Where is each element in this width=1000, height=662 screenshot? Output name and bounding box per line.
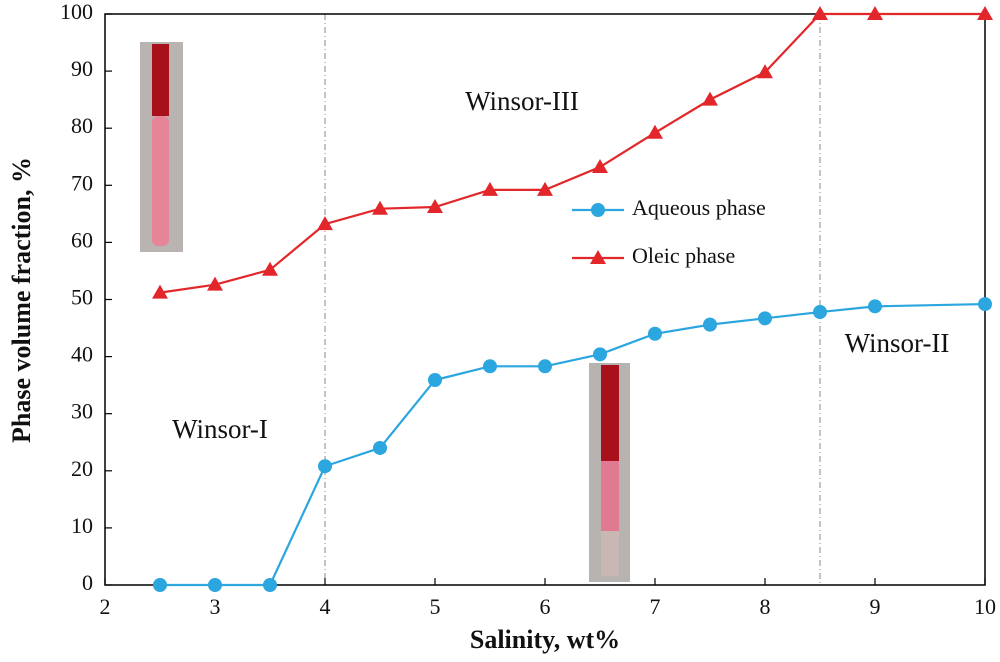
data-point bbox=[537, 181, 553, 196]
y-tick-label: 60 bbox=[71, 227, 93, 252]
legend-marker bbox=[590, 250, 606, 264]
x-axis-title: Salinity, wt% bbox=[470, 625, 620, 654]
data-point bbox=[262, 261, 278, 276]
data-point bbox=[427, 198, 443, 213]
data-point bbox=[813, 305, 827, 320]
y-tick-label: 30 bbox=[71, 399, 93, 424]
data-point bbox=[647, 124, 663, 139]
data-point bbox=[812, 6, 828, 20]
y-tick-label: 100 bbox=[60, 0, 93, 24]
tube-photo bbox=[589, 363, 630, 582]
legend-label: Aqueous phase bbox=[632, 195, 766, 220]
y-tick-label: 50 bbox=[71, 285, 93, 310]
data-point bbox=[318, 459, 332, 474]
data-point bbox=[317, 216, 333, 231]
x-tick-label: 2 bbox=[100, 594, 111, 619]
data-point bbox=[263, 578, 277, 592]
x-tick-label: 3 bbox=[210, 594, 221, 619]
data-point bbox=[702, 91, 718, 106]
series-line bbox=[159, 12, 985, 294]
x-tick-label: 9 bbox=[870, 594, 881, 619]
data-point bbox=[373, 440, 387, 455]
legend-marker bbox=[591, 203, 605, 217]
x-tick-label: 6 bbox=[540, 594, 551, 619]
data-point bbox=[152, 284, 168, 299]
x-tick-label: 8 bbox=[760, 594, 771, 619]
tube-photo bbox=[140, 42, 183, 252]
data-point bbox=[757, 64, 773, 79]
data-point bbox=[538, 359, 552, 374]
data-point bbox=[592, 159, 608, 174]
data-point bbox=[867, 6, 883, 20]
annotation: Winsor-II bbox=[845, 328, 950, 358]
y-tick-label: 70 bbox=[71, 170, 93, 195]
y-tick-label: 90 bbox=[71, 56, 93, 81]
data-point bbox=[593, 347, 607, 362]
data-point bbox=[868, 299, 882, 314]
data-point bbox=[703, 317, 717, 332]
data-point bbox=[483, 359, 497, 374]
legend-label: Oleic phase bbox=[632, 243, 735, 268]
data-point bbox=[428, 373, 442, 388]
x-tick-label: 4 bbox=[320, 594, 331, 619]
data-point bbox=[207, 276, 223, 291]
annotation: Winsor-I bbox=[172, 414, 268, 444]
y-axis-title: Phase volume fraction, % bbox=[7, 157, 36, 443]
data-point bbox=[758, 311, 772, 326]
y-tick-label: 80 bbox=[71, 113, 93, 138]
y-tick-label: 10 bbox=[71, 513, 93, 538]
annotation: Winsor-III bbox=[465, 86, 579, 116]
data-point bbox=[372, 200, 388, 215]
y-tick-label: 40 bbox=[71, 342, 93, 367]
x-tick-label: 5 bbox=[430, 594, 441, 619]
data-point bbox=[978, 297, 992, 312]
y-tick-label: 0 bbox=[82, 570, 93, 595]
data-point bbox=[977, 6, 993, 20]
data-point bbox=[208, 578, 222, 592]
y-tick-label: 20 bbox=[71, 456, 93, 481]
data-point bbox=[153, 578, 167, 592]
data-point bbox=[648, 326, 662, 341]
x-tick-label: 7 bbox=[650, 594, 661, 619]
x-tick-label: 10 bbox=[974, 594, 996, 619]
data-point bbox=[482, 181, 498, 196]
